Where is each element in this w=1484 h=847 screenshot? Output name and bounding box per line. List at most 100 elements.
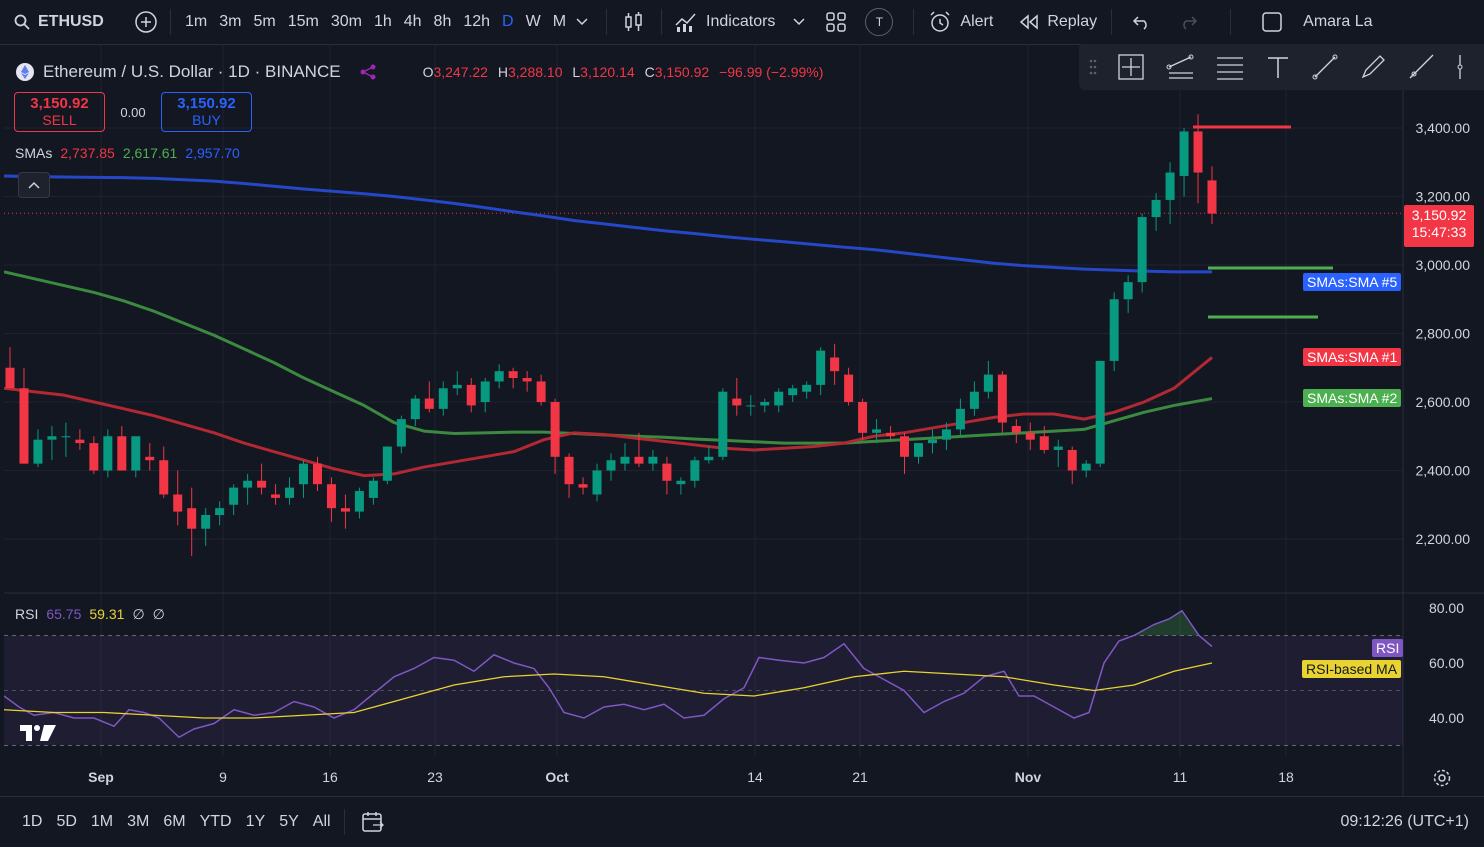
top-toolbar: ETHUSD 1m 3m 5m 15m 30m 1h 4h 8h 12h D W M Indicato… [0, 0, 1484, 45]
gear-icon[interactable] [1432, 768, 1452, 788]
candle-body [1025, 432, 1035, 440]
candle-body [117, 436, 127, 471]
candle-body [354, 491, 364, 512]
go-to-date-button[interactable] [361, 810, 385, 834]
candle-body [438, 388, 448, 409]
chart-type-button[interactable] [623, 11, 645, 33]
candle-body [466, 384, 476, 406]
indicators-button[interactable]: Indicators [674, 11, 775, 33]
indicators-dropdown[interactable] [793, 18, 805, 26]
share-icon[interactable] [359, 63, 377, 81]
range-3m[interactable]: 3M [127, 813, 150, 830]
templates-button[interactable] [825, 11, 847, 33]
tradingview-logo-icon[interactable] [18, 722, 58, 744]
range-1d[interactable]: 1D [22, 813, 43, 830]
candle-body [858, 402, 868, 433]
buy-button[interactable]: 3,150.92 BUY [161, 92, 252, 132]
time-tick-label: 11 [1173, 769, 1188, 785]
timeframe-3m[interactable]: 3m [219, 13, 242, 30]
text-tool-icon[interactable] [1265, 53, 1291, 81]
candle-body [969, 391, 979, 409]
timeframe-5m[interactable]: 5m [253, 13, 276, 30]
range-ytd[interactable]: YTD [199, 813, 232, 830]
candle-body [299, 463, 309, 485]
candle-body [732, 398, 742, 406]
candle-body [886, 432, 896, 437]
clock[interactable]: 09:12:26 (UTC+1) [1340, 813, 1469, 830]
timeframe-dropdown[interactable] [576, 18, 588, 26]
candle-body [997, 374, 1007, 423]
candle-body [1137, 217, 1147, 283]
replay-button[interactable]: Replay [1019, 13, 1097, 31]
compare-add-button[interactable] [134, 10, 158, 34]
candle-body [271, 494, 281, 498]
candle-body [550, 402, 560, 457]
rsi-legend[interactable]: RSI 65.75 59.31 ∅ ∅ [15, 606, 165, 623]
timeframe-1m[interactable]: 1m [185, 13, 208, 30]
fib-retracement-tool-icon[interactable] [1215, 53, 1245, 81]
candle-body [676, 480, 686, 485]
user-name[interactable]: Amara La [1303, 13, 1373, 30]
range-6m[interactable]: 6M [163, 813, 186, 830]
candle-body [508, 371, 518, 379]
range-all[interactable]: All [312, 813, 331, 830]
timeframe-group: 1m 3m 5m 15m 30m 1h 4h 8h 12h D W M [179, 0, 572, 44]
range-5y[interactable]: 5Y [279, 813, 299, 830]
timeframe-8h[interactable]: 8h [433, 13, 452, 30]
price-tick-label: 2,800.00 [1416, 326, 1471, 342]
candle-body [1081, 463, 1091, 471]
sma-legend[interactable]: SMAs 2,737.85 2,617.61 2,957.70 [15, 145, 240, 161]
price-tick-label: 3,200.00 [1416, 189, 1471, 205]
range-1y[interactable]: 1Y [245, 813, 266, 830]
symbol-search[interactable]: ETHUSD [0, 13, 124, 31]
rsi-panel [4, 635, 1403, 746]
timeframe-m[interactable]: M [552, 13, 567, 30]
sell-button[interactable]: 3,150.92 SELL [14, 92, 105, 132]
candle-body [75, 439, 85, 444]
sma-legend-label: SMAs [15, 145, 53, 161]
alert-button[interactable]: Alert [928, 10, 993, 34]
ray-tool-icon[interactable] [1407, 53, 1435, 81]
trend-angle-tool-icon[interactable] [1165, 53, 1195, 81]
candle-body [103, 436, 113, 471]
sell-label: SELL [42, 112, 77, 128]
time-tick-label: 18 [1278, 769, 1294, 785]
crosshair-tool-icon[interactable] [1117, 53, 1145, 81]
timeframe-12h[interactable]: 12h [463, 13, 491, 30]
divider [343, 809, 345, 835]
redo-button[interactable] [1178, 14, 1198, 30]
candle-body [19, 388, 29, 464]
candle-body [1123, 282, 1133, 300]
pen-tool-icon[interactable] [1359, 53, 1387, 81]
time-tick-label: 21 [852, 769, 868, 785]
rsi-ma-value: 59.31 [89, 606, 125, 622]
undo-button[interactable] [1132, 14, 1152, 30]
line-tool-icon[interactable] [1311, 53, 1339, 81]
rsi-lines [4, 609, 1213, 739]
timeframe-30m[interactable]: 30m [330, 13, 362, 30]
rsi-ma-pill: RSI-based MA [1302, 660, 1402, 678]
chevron-down-icon [793, 18, 805, 26]
candle-body [774, 391, 784, 406]
timeframe-4h[interactable]: 4h [403, 13, 422, 30]
vertical-line-tool-icon[interactable] [1455, 53, 1465, 81]
sma5-pill: SMAs:SMA #5 [1303, 273, 1402, 291]
tools-t-button[interactable]: T [865, 8, 894, 36]
timeframe-15m[interactable]: 15m [287, 13, 319, 30]
candle-body [1193, 131, 1203, 173]
timeframe-1h[interactable]: 1h [373, 13, 392, 30]
timeframe-d[interactable]: D [502, 13, 514, 30]
drag-handle-icon[interactable] [1089, 58, 1097, 76]
range-5d[interactable]: 5D [56, 813, 77, 830]
collapse-legend-button[interactable] [18, 172, 50, 198]
sma1-pill: SMAs:SMA #1 [1303, 348, 1402, 366]
rsi-overbought-fill [1134, 610, 1212, 636]
layout-button[interactable] [1261, 11, 1283, 33]
range-1m[interactable]: 1M [90, 813, 114, 830]
calendar-icon [361, 812, 384, 832]
divider [1111, 9, 1113, 35]
timeframe-w[interactable]: W [525, 13, 541, 30]
rsi-tick-label: 60.00 [1429, 655, 1464, 671]
candle-body [368, 480, 378, 498]
chart-canvas[interactable]: 3,400.00 3,200.00 3,000.00 2,800.00 2,600.00… [4, 44, 1484, 796]
